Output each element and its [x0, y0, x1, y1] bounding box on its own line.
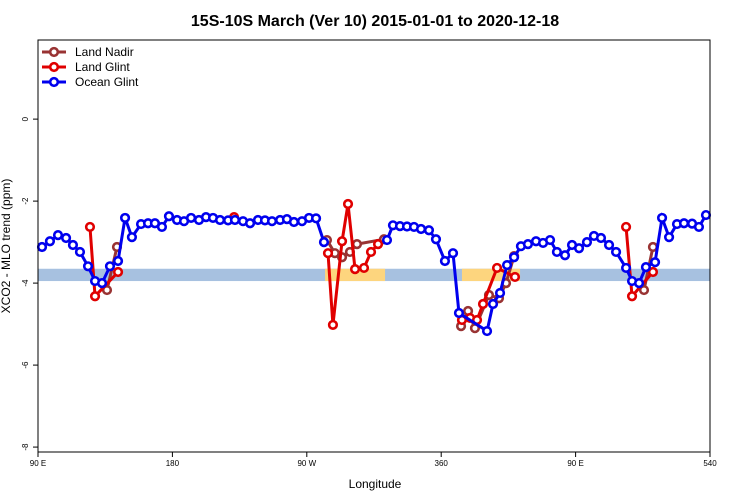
point — [559, 250, 571, 261]
point — [603, 239, 615, 251]
point — [494, 287, 506, 299]
point — [351, 239, 363, 250]
point — [244, 218, 256, 229]
point — [89, 291, 101, 302]
point — [620, 221, 632, 233]
series-line — [105, 237, 655, 333]
y-tick-label: -2 — [21, 197, 30, 205]
point — [453, 307, 465, 319]
point — [381, 234, 393, 246]
point — [266, 216, 278, 227]
point — [336, 236, 348, 247]
x-tick-label: 360 — [435, 459, 449, 468]
legend-marker — [48, 61, 60, 73]
point — [82, 261, 94, 272]
point — [358, 262, 370, 274]
point — [415, 223, 427, 235]
point — [610, 246, 622, 258]
point — [693, 221, 705, 233]
point — [52, 230, 64, 241]
point — [322, 248, 334, 259]
point — [156, 221, 168, 233]
legend-marker — [48, 76, 60, 88]
y-tick-label: -8 — [21, 443, 30, 451]
point — [60, 232, 72, 244]
legend-label: Ocean Glint — [75, 75, 139, 89]
point — [544, 234, 556, 246]
point — [119, 212, 131, 224]
point — [112, 266, 124, 278]
point — [487, 298, 499, 310]
y-axis-label: XCO2 - MLO trend (ppm) — [0, 179, 13, 314]
point — [101, 284, 113, 296]
point — [700, 209, 712, 221]
point — [185, 212, 197, 224]
point — [595, 232, 607, 244]
point — [640, 262, 652, 273]
point — [430, 234, 442, 245]
point — [342, 198, 354, 210]
y-tick-label: 0 — [21, 116, 30, 121]
point — [423, 225, 435, 236]
chart-title: 15S-10S March (Ver 10) 2015-01-01 to 202… — [191, 13, 559, 30]
point — [656, 212, 668, 224]
point — [522, 239, 534, 250]
point — [36, 241, 48, 253]
point — [327, 319, 339, 331]
legend-label: Land Nadir — [75, 45, 134, 59]
point — [501, 259, 513, 271]
point — [447, 248, 459, 259]
point — [74, 246, 86, 258]
point — [678, 218, 690, 229]
point — [509, 271, 521, 283]
point — [288, 216, 300, 228]
point — [84, 221, 96, 233]
x-tick-label: 90 W — [297, 459, 316, 468]
point — [647, 266, 659, 278]
point — [626, 291, 638, 302]
point — [318, 237, 330, 248]
point — [491, 262, 503, 274]
point — [481, 325, 493, 337]
point — [349, 264, 361, 275]
point — [67, 239, 79, 251]
point — [372, 239, 384, 250]
x-tick-label: 540 — [703, 459, 717, 468]
x-axis-label: Longitude — [349, 477, 402, 491]
point — [96, 278, 108, 289]
point — [649, 257, 661, 268]
legend-label: Land Glint — [75, 60, 130, 74]
x-tick-label: 90 E — [567, 459, 583, 468]
legend-marker — [48, 46, 60, 58]
point — [551, 246, 563, 258]
point — [620, 262, 632, 274]
point — [638, 284, 650, 296]
point — [573, 243, 585, 254]
point — [581, 237, 593, 248]
plot-frame — [37, 39, 711, 453]
y-tick-label: -6 — [21, 361, 30, 369]
point — [477, 298, 489, 310]
point — [508, 252, 520, 263]
point — [663, 232, 675, 243]
x-tick-label: 90 E — [30, 459, 46, 468]
point — [365, 246, 377, 258]
point — [229, 214, 241, 226]
point — [163, 211, 175, 222]
point — [214, 214, 226, 226]
point — [310, 213, 322, 224]
point — [112, 255, 124, 267]
x-tick-label: 180 — [166, 459, 180, 468]
point — [633, 278, 645, 289]
point — [126, 232, 138, 243]
point — [104, 261, 116, 272]
y-tick-label: -4 — [21, 279, 30, 287]
point — [439, 255, 451, 267]
point — [44, 236, 56, 247]
